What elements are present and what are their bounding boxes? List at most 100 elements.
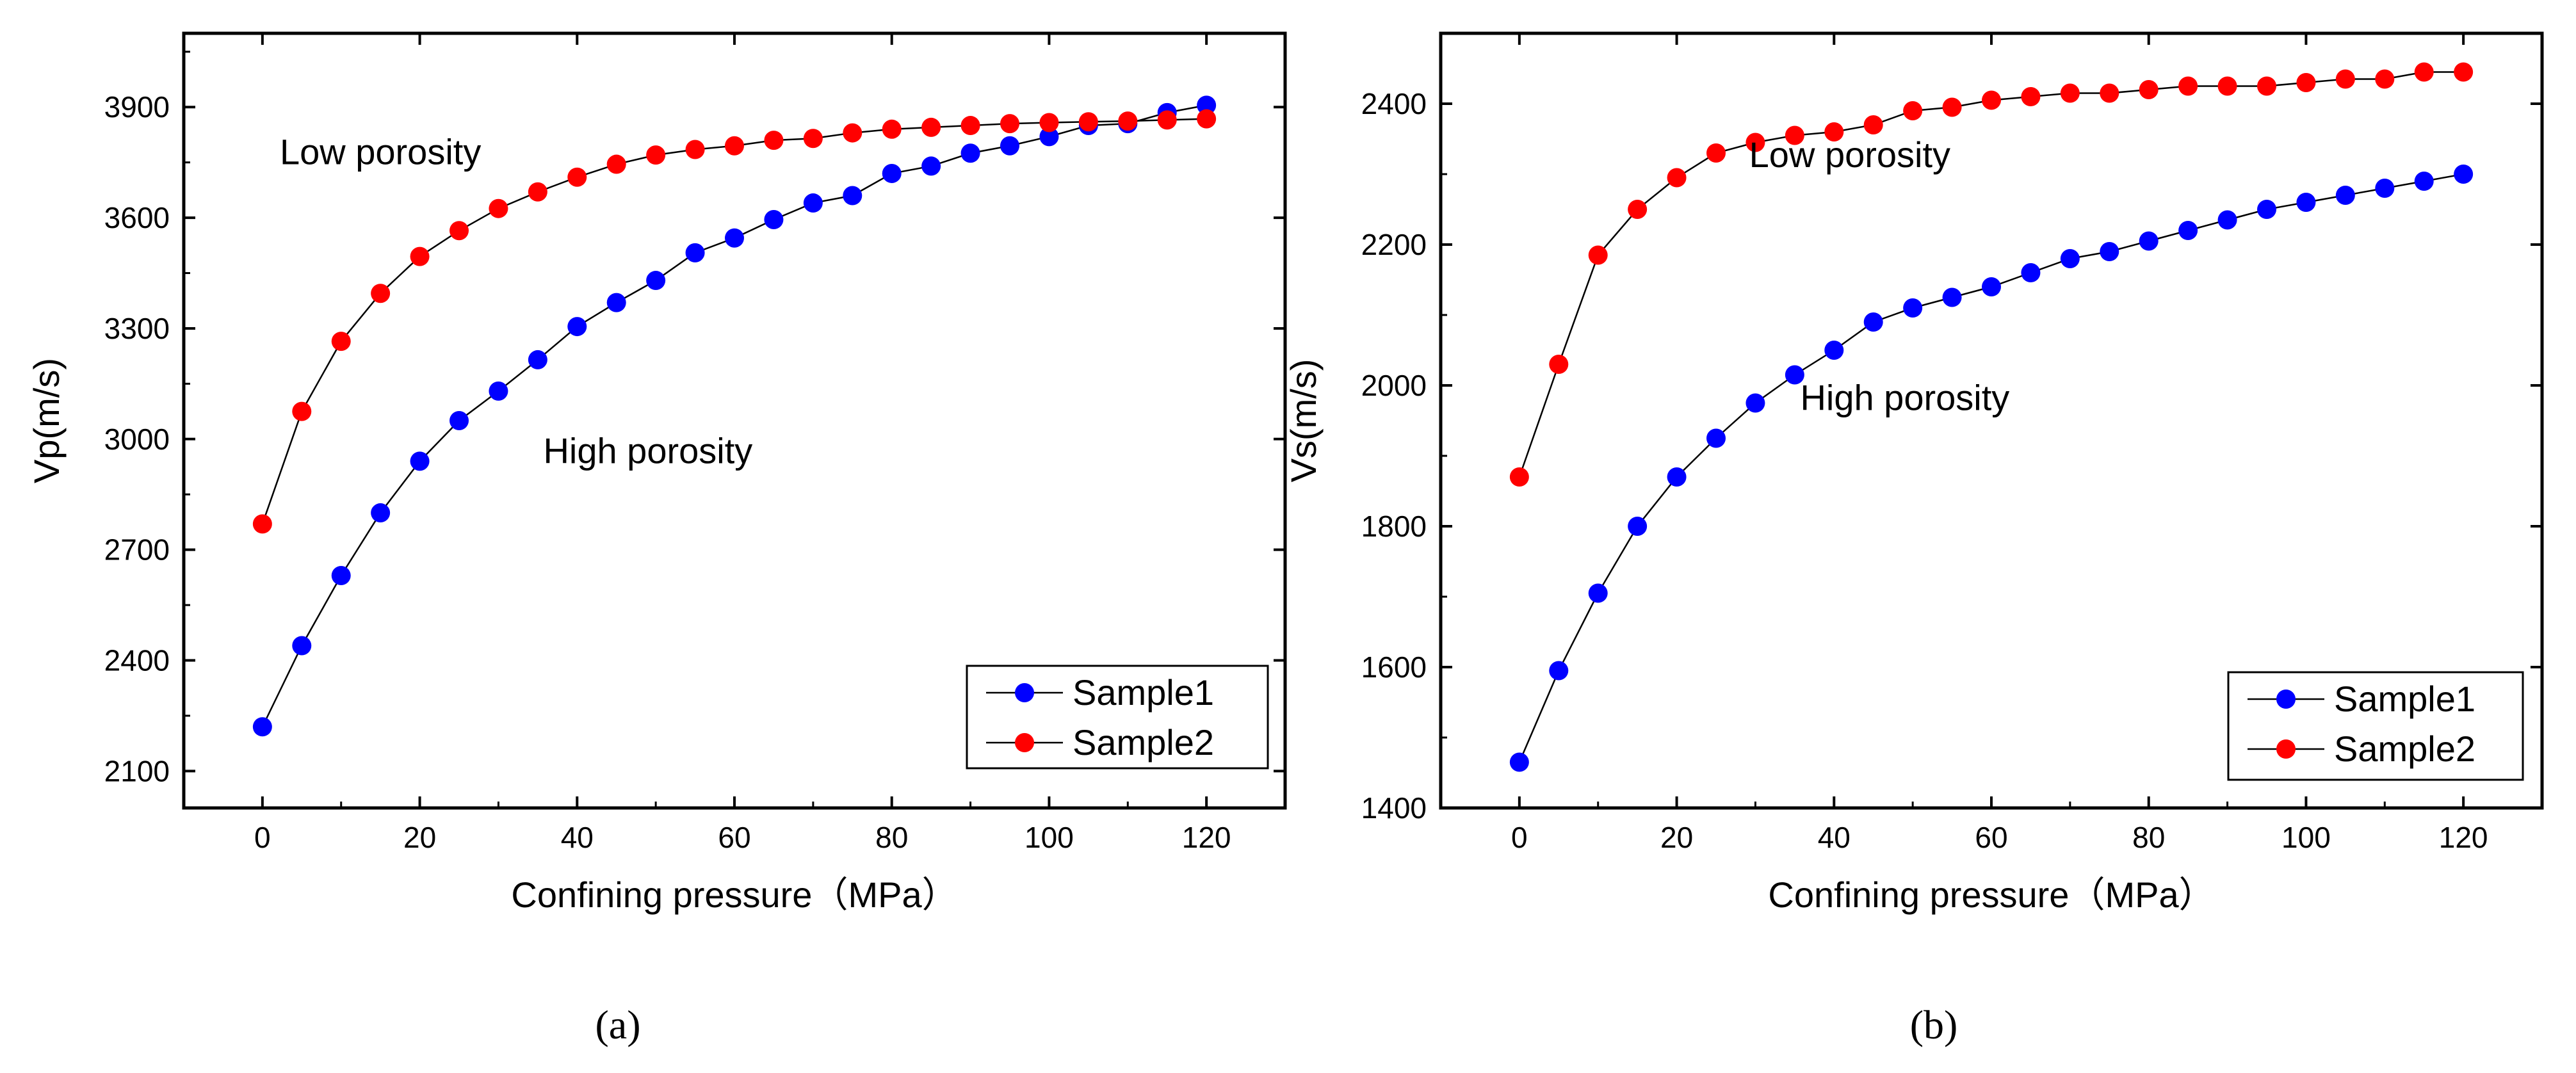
legend-marker-sample2 [2276,739,2296,759]
data-point-sample2 [1078,112,1098,132]
data-point-sample2 [1942,97,1962,117]
y-axis-label: Vp(m/s) [26,358,67,483]
data-point-sample1 [1982,277,2001,296]
data-point-sample1 [2414,172,2434,191]
data-point-sample1 [803,193,823,213]
data-point-sample2 [1549,355,1569,374]
x-tick-label: 120 [1182,821,1231,854]
data-point-sample2 [2296,73,2316,92]
x-tick-label: 80 [875,821,908,854]
legend-marker-sample1 [1015,683,1034,702]
data-point-sample2 [1197,109,1217,129]
y-tick-label: 2700 [104,533,170,567]
data-point-sample1 [1824,341,1844,360]
data-point-sample1 [646,271,666,291]
panel-label: (b) [1910,1002,1958,1047]
y-tick-label: 2400 [104,644,170,677]
data-point-sample2 [685,140,705,159]
data-point-sample1 [450,411,469,430]
y-tick-label: 2400 [1361,87,1427,120]
legend: Sample1 Sample2 [2227,671,2524,781]
x-tick-label: 40 [1818,821,1851,854]
data-point-sample2 [1509,467,1529,487]
data-point-sample1 [528,350,547,369]
data-point-sample1 [1863,312,1883,332]
data-point-sample1 [410,451,430,471]
data-point-sample1 [2217,210,2237,230]
data-point-sample2 [2375,69,2395,89]
legend-box [966,665,1269,770]
data-point-sample2 [410,246,430,266]
data-point-sample2 [331,332,351,351]
y-tick-label: 3600 [104,201,170,234]
x-axis-label: Confining pressure（MPa） [511,875,957,915]
data-point-sample2 [882,119,902,139]
data-point-sample2 [2021,87,2041,106]
x-tick-label: 20 [1660,821,1693,854]
data-point-sample2 [1157,110,1177,130]
data-point-sample2 [2217,76,2237,96]
x-tick-label: 100 [1025,821,1074,854]
data-point-sample1 [843,186,863,206]
legend-marker-sample1 [2276,690,2296,709]
x-tick-label: 100 [2281,821,2331,854]
y-tick-label: 1600 [1361,650,1427,684]
data-point-sample1 [1667,467,1687,487]
data-point-sample2 [371,284,391,303]
data-point-sample1 [1039,127,1059,147]
data-point-sample2 [567,167,587,187]
data-point-sample2 [606,154,626,174]
x-tick-label: 120 [2439,821,2488,854]
legend: Sample1 Sample2 [966,665,1269,770]
legend-label-sample2: Sample2 [1073,722,1214,762]
data-point-sample1 [2021,263,2041,282]
data-point-sample2 [1588,245,1608,265]
data-point-sample2 [1000,114,1019,134]
data-point-sample2 [764,131,784,150]
data-point-sample1 [489,381,508,401]
data-point-sample2 [2178,76,2198,96]
data-point-sample1 [331,566,351,585]
data-point-sample1 [1746,393,1765,413]
data-point-sample2 [725,136,744,156]
x-tick-label: 20 [403,821,436,854]
data-point-sample1 [1903,298,1923,318]
annotation-high-porosity: High porosity [543,430,752,471]
data-point-sample1 [2139,231,2159,251]
data-point-sample2 [1903,101,1923,120]
chart-panel-b: 0 20 40 60 80 100 120 1400 1600 1800 2000 2200 2400 C… [1283,31,2544,1047]
data-point-sample2 [2060,83,2080,103]
data-point-sample1 [1509,752,1529,772]
data-point-sample1 [2335,186,2355,205]
data-point-sample1 [1588,583,1608,603]
chart-panel-a: 0 20 40 60 80 100 120 2100 2400 2700 3000 3300 3600 3… [26,31,1287,1047]
data-point-sample1 [292,636,312,656]
x-tick-label: 60 [1975,821,2007,854]
y-tick-label: 1400 [1361,791,1427,825]
data-point-sample2 [1039,113,1059,133]
data-point-sample1 [764,209,784,229]
data-point-sample2 [252,514,272,534]
data-point-sample2 [292,401,312,421]
annotation-low-porosity: Low porosity [1749,134,1950,175]
data-point-sample2 [2454,62,2474,82]
data-point-sample1 [882,163,902,183]
y-tick-label: 2000 [1361,369,1427,402]
y-tick-label: 2200 [1361,228,1427,261]
y-tick-label: 1800 [1361,510,1427,543]
data-point-sample1 [606,293,626,312]
x-tick-label: 60 [718,821,750,854]
data-point-sample1 [1549,661,1569,681]
data-point-sample2 [1785,125,1804,145]
data-point-sample1 [2060,249,2080,268]
data-point-sample2 [1824,122,1844,141]
data-point-sample1 [1706,428,1726,448]
data-point-sample2 [646,145,666,165]
data-point-sample1 [371,503,391,523]
data-point-sample1 [1000,136,1019,156]
data-point-sample1 [2100,242,2119,261]
legend-label-sample2: Sample2 [2334,729,2475,769]
x-tick-label: 0 [1511,821,1528,854]
